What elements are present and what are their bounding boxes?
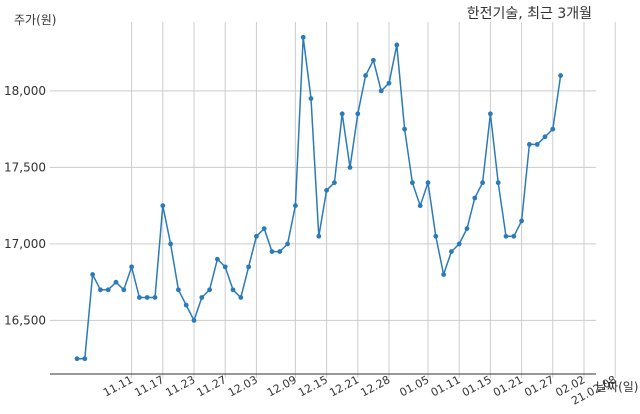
data-point (495, 180, 501, 186)
data-point (308, 96, 314, 101)
data-point (121, 287, 127, 293)
x-tick-label: 11.27 (195, 373, 229, 399)
y-tick-label: 18,000 (4, 84, 46, 98)
data-point (324, 187, 329, 193)
data-point (168, 241, 174, 247)
data-point (246, 264, 252, 270)
x-tick-label: 11.11 (101, 373, 135, 399)
y-tick-label: 17,000 (4, 237, 46, 251)
data-point (511, 233, 517, 239)
data-point (550, 126, 556, 132)
data-point (371, 57, 376, 63)
data-point (191, 318, 197, 323)
x-tick-label: 01.27 (522, 373, 556, 399)
data-point (339, 111, 345, 117)
data-point (183, 302, 189, 308)
data-point (238, 295, 244, 300)
data-point (316, 233, 322, 239)
x-tick-label: 12.21 (327, 373, 361, 399)
x-tick-label: 01.21 (491, 373, 525, 399)
data-point (464, 226, 470, 232)
x-tick-label: 12.28 (358, 373, 392, 399)
y-tick-labels: 16,500 17,000 17,500 18,000 (4, 84, 46, 328)
data-point (402, 126, 407, 132)
price-series-line (77, 37, 562, 360)
data-point (425, 180, 431, 186)
x-tick-label: 01.15 (460, 373, 494, 399)
x-tick-label: 11.17 (132, 373, 166, 399)
data-point (144, 295, 150, 300)
data-point (488, 111, 493, 117)
y-tick-label: 16,500 (4, 313, 46, 327)
data-point (456, 241, 462, 247)
y-tick-label: 17,500 (4, 160, 46, 174)
data-point (347, 164, 353, 170)
data-point (74, 356, 80, 362)
x-tick-label: 12.09 (265, 373, 299, 399)
x-tick-label: 01.11 (429, 373, 463, 399)
data-point (129, 264, 135, 270)
data-point (542, 134, 548, 140)
data-point (293, 203, 298, 209)
data-point (558, 73, 563, 78)
data-point (176, 287, 181, 293)
data-point (472, 195, 478, 201)
x-tick-label: 12.03 (226, 373, 260, 399)
data-point (503, 233, 509, 239)
data-point (433, 233, 439, 239)
data-point (378, 88, 384, 94)
data-point (261, 226, 267, 232)
data-point (105, 287, 111, 293)
data-point (277, 249, 283, 254)
data-point (269, 249, 275, 254)
vertical-gridlines (131, 22, 616, 378)
x-tick-label: 01.05 (397, 373, 431, 399)
data-point (534, 142, 540, 147)
data-point (137, 295, 142, 300)
horizontal-gridlines (50, 90, 596, 321)
data-point (82, 356, 88, 362)
data-point (113, 279, 119, 285)
data-point (160, 203, 166, 209)
data-point (332, 180, 337, 186)
y-axis-label: 주가(원) (14, 13, 56, 27)
data-point (386, 80, 392, 86)
data-point (222, 264, 228, 270)
data-point (519, 218, 524, 224)
x-axis-label: 날짜(일) (596, 380, 638, 394)
data-point (480, 180, 485, 186)
data-point (449, 249, 454, 254)
data-point (300, 34, 306, 40)
data-point (417, 203, 423, 209)
chart-title: 한전기술, 최근 3개월 (467, 6, 592, 22)
price-data-points (74, 34, 563, 362)
data-point (394, 42, 400, 48)
data-point (207, 287, 213, 293)
data-point (285, 241, 290, 247)
data-point (90, 272, 95, 277)
data-point (441, 272, 446, 277)
data-point (199, 295, 205, 300)
x-tick-label: 11.23 (163, 373, 197, 399)
data-point (215, 256, 220, 262)
data-point (363, 73, 368, 78)
data-point (355, 111, 361, 117)
data-point (98, 287, 103, 293)
data-point (527, 142, 532, 147)
data-point (410, 180, 415, 186)
data-point (254, 233, 259, 239)
data-point (230, 287, 236, 293)
x-tick-label: 12.15 (296, 373, 330, 399)
data-point (152, 295, 158, 300)
